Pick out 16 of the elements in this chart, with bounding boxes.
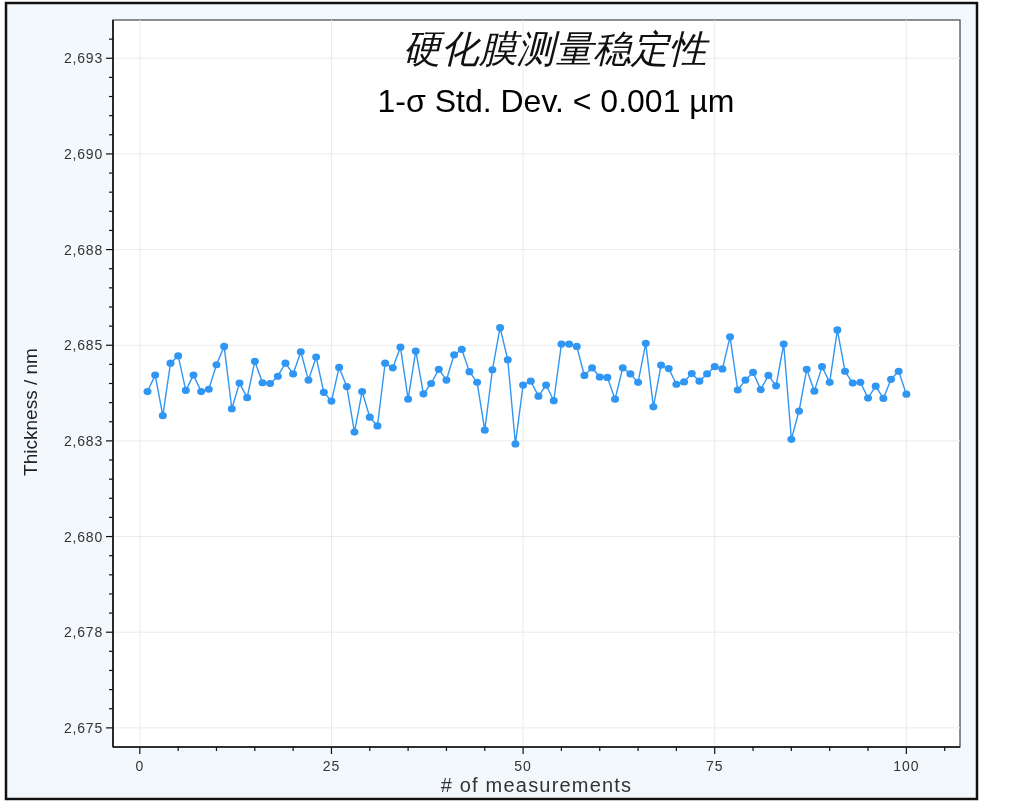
subtitle: 1-σ Std. Dev. < 0.001 µm [377, 83, 735, 119]
y-tick-label: 2,683 [63, 432, 103, 449]
y-tick-label: 2,688 [63, 241, 103, 258]
y-tick-label: 2,685 [63, 337, 103, 354]
y-tick-label: 2,680 [63, 528, 103, 545]
y-tick-label: 2,690 [63, 145, 103, 162]
x-axis-title: # of measurements [440, 774, 633, 796]
x-tick-label: 75 [705, 758, 724, 774]
y-axis-title: Thickness / nm [20, 348, 41, 476]
y-tick-label: 2,678 [63, 624, 103, 641]
x-tick-label: 25 [322, 758, 341, 774]
y-tick-label: 2,693 [63, 50, 103, 67]
x-tick-label: 100 [893, 758, 920, 774]
x-tick-label: 0 [135, 758, 145, 774]
x-tick-label: 50 [514, 758, 532, 774]
y-tick-label: 2,675 [63, 719, 103, 736]
